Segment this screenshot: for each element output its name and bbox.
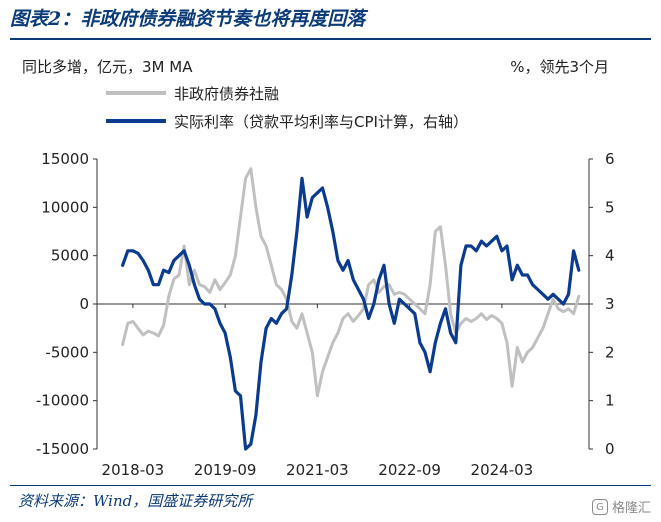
x-tick-label: 2022-09 xyxy=(378,461,441,479)
chart-title-bar: 图表2：非政府债券融资节奏也将再度回落 xyxy=(10,4,365,34)
left-y-tick-label: -15000 xyxy=(36,440,89,458)
legend-label-blue: 实际利率（贷款平均利率与CPI计算，右轴） xyxy=(174,112,468,131)
watermark: G 格隆汇 xyxy=(591,497,651,516)
watermark-text: 格隆汇 xyxy=(611,501,651,516)
left-y-tick-label: 10000 xyxy=(41,198,89,216)
legend-item-gray: 非政府债券社融 xyxy=(106,79,468,107)
right-y-tick-label: 3 xyxy=(605,295,615,313)
right-y-tick-label: 6 xyxy=(605,150,615,168)
right-axis-unit: %，领先3个月 xyxy=(510,58,609,76)
left-axis-unit: 同比多增，亿元，3M MA xyxy=(22,58,193,76)
right-y-tick-label: 0 xyxy=(605,440,615,458)
series-line-non-gov-bond xyxy=(121,167,581,398)
chart-title: 图表2：非政府债券融资节奏也将再度回落 xyxy=(10,8,366,30)
legend-swatch-gray xyxy=(106,91,166,95)
chart-legend: 非政府债券社融 实际利率（贷款平均利率与CPI计算，右轴） xyxy=(106,79,468,135)
right-y-tick-label: 2 xyxy=(605,343,615,361)
right-y-tick-label: 1 xyxy=(605,392,615,410)
left-y-tick-label: -5000 xyxy=(45,343,89,361)
left-y-tick-label: 15000 xyxy=(41,150,89,168)
left-y-tick-label: 0 xyxy=(79,295,89,313)
x-tick-label: 2018-03 xyxy=(102,461,165,479)
title-divider xyxy=(10,38,651,40)
series-line-real-rate xyxy=(121,176,581,451)
source-note: 资料来源：Wind，国盛证券研究所 xyxy=(18,492,253,510)
right-y-tick-label: 5 xyxy=(605,198,615,216)
x-tick-label: 2024-03 xyxy=(471,461,534,479)
glh-logo-icon: G xyxy=(591,498,608,515)
left-y-tick-label: -10000 xyxy=(36,392,89,410)
left-y-tick-label: 5000 xyxy=(51,247,89,265)
x-tick-label: 2021-03 xyxy=(286,461,349,479)
legend-label-gray: 非政府债券社融 xyxy=(174,84,280,103)
right-y-tick-label: 4 xyxy=(605,247,615,265)
x-tick-label: 2019-09 xyxy=(194,461,257,479)
footer-divider xyxy=(10,485,651,486)
legend-swatch-blue xyxy=(106,119,166,123)
legend-item-blue: 实际利率（贷款平均利率与CPI计算，右轴） xyxy=(106,107,468,135)
